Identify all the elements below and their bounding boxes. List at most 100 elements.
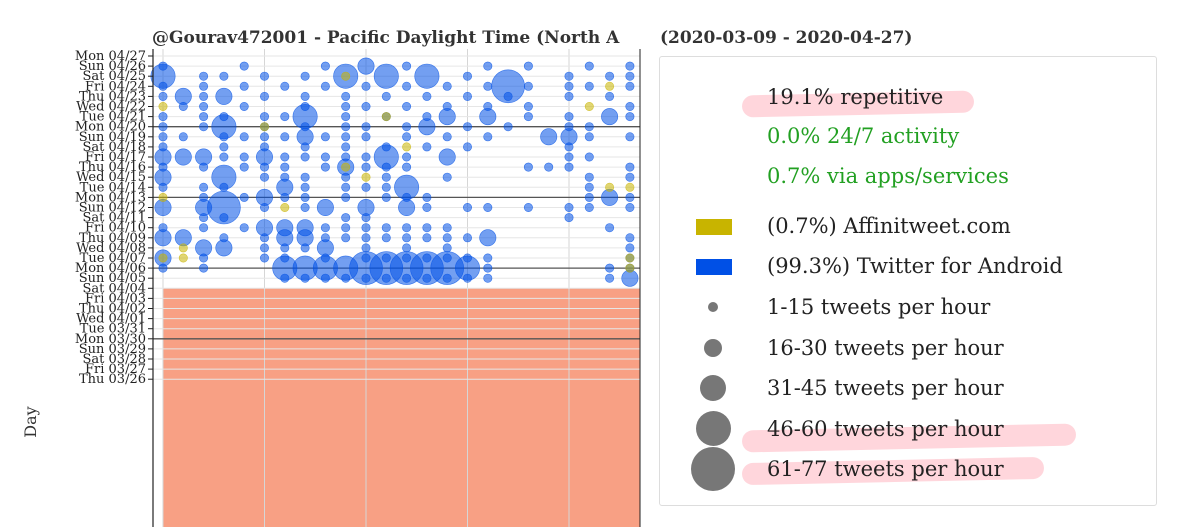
activity-dot: [625, 132, 635, 142]
y-tick-label: Tue 04/21: [80, 110, 146, 125]
dot-layer: [150, 57, 639, 287]
activity-dot: [584, 102, 594, 112]
activity-dot: [442, 81, 452, 91]
activity-dot: [300, 152, 310, 162]
activity-dot: [625, 203, 635, 213]
activity-dot: [219, 152, 229, 162]
activity-dot: [584, 61, 594, 71]
activity-dot: [584, 122, 594, 132]
activity-dot: [158, 253, 168, 263]
y-tick-label: Mon 03/30: [75, 332, 146, 347]
activity-dot: [402, 102, 412, 112]
activity-dot: [625, 192, 635, 202]
activity-dot: [361, 162, 371, 172]
activity-dot: [605, 223, 615, 233]
activity-dot: [361, 102, 371, 112]
activity-dot: [564, 162, 574, 172]
activity-dot: [259, 162, 269, 172]
y-tick-label: Thu 04/16: [79, 160, 146, 175]
activity-dot: [280, 273, 290, 283]
activity-dot: [418, 118, 436, 136]
activity-dot: [483, 81, 493, 91]
activity-dot: [280, 243, 290, 253]
activity-dot: [402, 142, 412, 152]
y-tick-label: Tue 04/14: [80, 180, 146, 195]
activity-dot: [402, 61, 412, 71]
activity-dot: [503, 91, 513, 101]
activity-dot: [341, 112, 351, 122]
activity-dot: [300, 182, 310, 192]
activity-dot: [605, 71, 615, 81]
activity-dot: [523, 162, 533, 172]
activity-dot: [320, 152, 330, 162]
y-tick-label: Wed 04/08: [76, 241, 146, 256]
activity-dot: [584, 132, 594, 142]
activity-dot: [280, 192, 290, 202]
activity-dot: [625, 233, 635, 243]
activity-dot: [442, 223, 452, 233]
activity-dot: [158, 91, 168, 101]
activity-dot: [361, 223, 371, 233]
activity-dot: [483, 61, 493, 71]
activity-dot: [259, 112, 269, 122]
activity-dot: [199, 91, 209, 101]
activity-dot: [361, 81, 371, 91]
legend-stat-apps: 0.7% via apps/services: [660, 161, 1156, 191]
activity-dot: [259, 122, 269, 132]
activity-dot: [341, 273, 351, 283]
activity-dot: [625, 81, 635, 91]
activity-dot: [215, 87, 233, 105]
activity-dot: [219, 182, 229, 192]
activity-dot: [402, 162, 412, 172]
activity-dot: [373, 63, 399, 89]
activity-dot: [402, 233, 412, 243]
size-dot: [704, 339, 722, 357]
activity-dot: [239, 162, 249, 172]
activity-dot: [483, 132, 493, 142]
activity-dot: [199, 81, 209, 91]
activity-dot: [523, 203, 533, 213]
activity-dot: [320, 162, 330, 172]
activity-dot: [422, 91, 432, 101]
y-tick-label: Mon 04/27: [75, 49, 146, 64]
no-data-region: [163, 288, 640, 527]
legend-size-5: 61-77 tweets per hour: [660, 447, 1156, 491]
legend-size-label: 16-30 tweets per hour: [767, 336, 1004, 360]
legend-size-1: 1-15 tweets per hour: [660, 292, 1156, 322]
activity-dot: [605, 91, 615, 101]
activity-dot: [605, 263, 615, 273]
activity-dot: [199, 253, 209, 263]
activity-dot: [280, 112, 290, 122]
activity-dot: [219, 132, 229, 142]
activity-dot: [442, 132, 452, 142]
activity-dot: [239, 61, 249, 71]
activity-dot: [300, 91, 310, 101]
activity-dot: [402, 152, 412, 162]
y-tick-label: Sun 04/19: [79, 130, 146, 145]
activity-dot: [259, 91, 269, 101]
activity-dot: [564, 213, 574, 223]
activity-dot: [381, 112, 391, 122]
activity-dot: [462, 122, 472, 132]
activity-dot: [523, 112, 533, 122]
legend-stat-label: 19.1% repetitive: [767, 85, 944, 109]
activity-dot: [341, 213, 351, 223]
activity-dot: [438, 148, 456, 166]
activity-dot: [605, 182, 615, 192]
activity-dot: [199, 162, 209, 172]
legend-source-android: (99.3%) Twitter for Android: [660, 251, 1156, 281]
activity-dot: [199, 263, 209, 273]
y-tick-label: Mon 04/06: [75, 261, 146, 276]
activity-dot: [280, 132, 290, 142]
y-tick-label: Sun 03/29: [79, 342, 146, 357]
y-tick-label: Mon 04/20: [75, 120, 146, 135]
y-tick-label: Wed 04/22: [76, 100, 146, 115]
activity-dot: [584, 203, 594, 213]
activity-dot: [259, 203, 269, 213]
activity-dot: [341, 162, 351, 172]
activity-dot: [219, 142, 229, 152]
activity-dot: [300, 203, 310, 213]
y-tick-label: Fri 04/24: [85, 79, 146, 94]
